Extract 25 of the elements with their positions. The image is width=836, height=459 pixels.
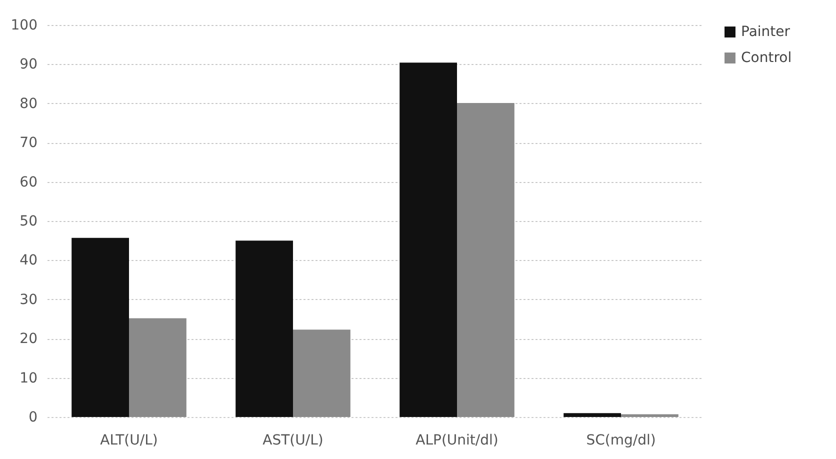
y-tick-label: 30 xyxy=(20,292,38,308)
legend-label: Painter xyxy=(741,24,790,40)
bar xyxy=(564,413,621,417)
y-tick-label: 0 xyxy=(28,410,38,426)
y-tick-label: 60 xyxy=(20,174,38,190)
y-tick-label: 70 xyxy=(20,135,38,152)
y-tick-label: 100 xyxy=(10,18,38,34)
bar xyxy=(129,318,186,417)
x-tick-label: ALP(Unit/dl) xyxy=(416,432,498,448)
y-tick-label: 40 xyxy=(20,252,38,269)
y-tick-label: 10 xyxy=(20,370,38,386)
bar xyxy=(400,62,457,417)
y-tick-label: 80 xyxy=(20,96,38,112)
x-tick-label: AST(U/L) xyxy=(262,432,324,448)
bar xyxy=(72,238,129,417)
bar xyxy=(293,330,350,417)
x-tick-label: SC(mg/dl) xyxy=(586,432,656,448)
y-tick-label: 90 xyxy=(20,56,38,73)
legend-label: Control xyxy=(741,50,792,66)
y-tick-label: 20 xyxy=(20,331,38,348)
bar xyxy=(236,240,293,417)
bar xyxy=(457,103,514,417)
bar xyxy=(621,414,678,417)
x-tick-label: ALT(U/L) xyxy=(100,432,158,448)
y-tick-label: 50 xyxy=(20,214,38,230)
